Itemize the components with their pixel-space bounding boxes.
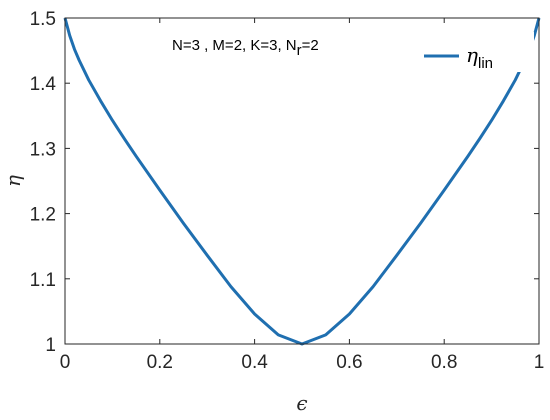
- legend-label-subscript: lin: [478, 55, 493, 72]
- plot-frame: [64, 17, 540, 345]
- x-tick-label: 0.8: [431, 352, 457, 373]
- legend: ηlin: [412, 32, 534, 72]
- y-tick-label: 1.5: [30, 9, 56, 30]
- y-tick-label: 1.4: [30, 74, 57, 95]
- annotation-subscript: r: [297, 42, 302, 59]
- x-axis-label: ϵ: [296, 391, 307, 415]
- x-tick-label: 0.6: [336, 352, 362, 373]
- y-tick-label: 1.1: [30, 270, 56, 291]
- parameter-annotation: N=3 , M=2, K=3, Nr=2: [172, 37, 319, 59]
- legend-label-main: η: [466, 43, 478, 67]
- ticks-layer: 0 0.2 0.4 0.6 0.8 1 1 1.1 1.2 1.3 1.4 1.5: [30, 9, 545, 373]
- y-axis-label: η: [1, 175, 25, 187]
- y-tick-label: 1: [45, 335, 56, 356]
- annotation-tail: =2: [302, 37, 319, 54]
- y-tick-label: 1.2: [30, 205, 56, 226]
- annotation-main: N=3 , M=2, K=3, N: [172, 37, 297, 54]
- x-tick-label: 0: [60, 352, 71, 373]
- x-tick-label: 0.2: [147, 352, 173, 373]
- legend-label: ηlin: [466, 43, 493, 72]
- y-tick-label: 1.3: [30, 139, 56, 160]
- x-tick-label: 1: [534, 352, 545, 373]
- x-tick-label: 0.4: [241, 352, 268, 373]
- legend-box: [412, 32, 534, 72]
